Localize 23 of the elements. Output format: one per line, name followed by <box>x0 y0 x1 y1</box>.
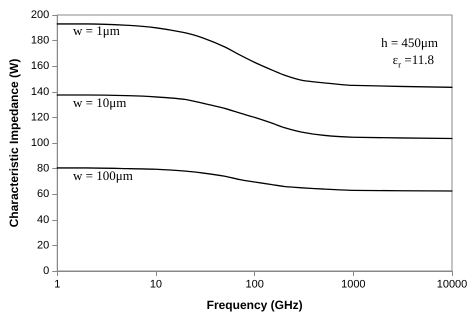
y-tick-label: 160 <box>30 60 50 72</box>
x-axis-title: Frequency (GHz) <box>206 298 303 312</box>
y-tick-label: 0 <box>43 265 50 277</box>
y-tick-label: 200 <box>30 9 50 21</box>
x-tick-label: 10 <box>150 278 162 290</box>
y-tick-label: 180 <box>30 34 50 47</box>
x-tick-label: 1 <box>54 278 60 290</box>
y-tick-label: 40 <box>37 214 50 226</box>
annotation: h = 450μm <box>381 35 438 50</box>
annotation: w = 1μm <box>73 23 120 38</box>
y-tick-label: 80 <box>37 162 50 175</box>
y-tick-label: 20 <box>37 239 50 252</box>
x-tick-label: 1000 <box>341 278 366 290</box>
x-tick-label: 100 <box>245 278 264 290</box>
annotation: w = 10μm <box>73 95 126 110</box>
annotation: w = 100μm <box>73 168 133 184</box>
x-tick-label: 10000 <box>436 278 468 290</box>
y-axis-title: Characteristic Impedance (W) <box>7 58 21 228</box>
y-tick-label: 140 <box>30 86 50 98</box>
y-tick-label: 120 <box>30 111 50 124</box>
annotation: ε$_{r}$ =11.8 <box>392 52 434 70</box>
y-tick-label: 60 <box>37 188 50 200</box>
y-tick-label: 100 <box>30 137 50 149</box>
